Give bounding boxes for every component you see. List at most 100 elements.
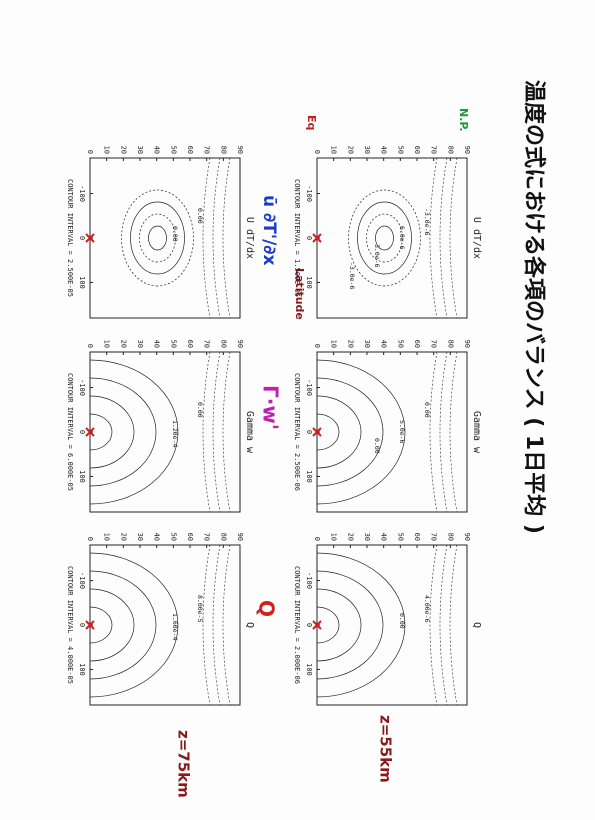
lat-tick-label: 30 [136, 533, 144, 541]
lat-tick-label: 70 [203, 340, 211, 348]
column-label: Q [255, 600, 279, 617]
lon-tick-label: 100 [78, 276, 86, 289]
lat-tick-label: 60 [413, 340, 421, 348]
lat-tick-label: 80 [446, 146, 454, 154]
contour [148, 225, 167, 251]
contour [366, 213, 403, 263]
equator-note: Eq [305, 115, 318, 130]
lat-tick-label: 40 [153, 533, 161, 541]
lon-tick-label: 0 [78, 623, 86, 627]
contour-dashed [429, 351, 438, 513]
lat-tick-label: 30 [136, 146, 144, 154]
lat-tick-label: 30 [363, 146, 371, 154]
equator-mark [312, 233, 322, 243]
lat-tick-label: 40 [380, 340, 388, 348]
lat-tick-label: 90 [463, 533, 471, 541]
lon-tick-label: 100 [78, 470, 86, 483]
contour [89, 413, 113, 451]
lon-tick-label: 0 [305, 236, 313, 240]
contour-label: 0.00 [196, 208, 204, 224]
contour-dashed [222, 544, 231, 706]
contour-label: -3.0e-6 [348, 262, 356, 289]
contour [130, 201, 185, 275]
contour-label: 0.00 [398, 613, 406, 629]
lat-tick-label: 0 [313, 537, 321, 541]
equator-mark [312, 427, 322, 437]
lat-tick-label: 70 [203, 146, 211, 154]
lat-tick-label: 20 [346, 146, 354, 154]
equator-mark [85, 233, 95, 243]
contour-dashed [439, 544, 448, 706]
contour-label: 0.00 [196, 402, 204, 418]
contour-dashed [202, 157, 211, 319]
lat-tick-label: 40 [153, 340, 161, 348]
contour-dashed [202, 544, 211, 706]
contour [316, 570, 384, 680]
contour [316, 377, 384, 487]
contour-dashed [212, 544, 221, 706]
contour-dashed [212, 157, 221, 319]
contour-label: 5.0e-6 [398, 420, 406, 444]
lat-tick-label: 90 [463, 340, 471, 348]
lat-tick-label: 70 [430, 146, 438, 154]
rotated-content: 温度の式における各項のバランス ( 1日平均 ) N.P. Eq Latitud… [66, 80, 547, 798]
contour-dashed [449, 351, 458, 513]
equator-mark [312, 620, 322, 630]
contour-dashed [222, 351, 231, 513]
lat-tick-label: 40 [153, 146, 161, 154]
lat-tick-label: 10 [103, 533, 111, 541]
contour [316, 359, 406, 505]
lat-tick-label: 90 [236, 533, 244, 541]
contour-dashed [212, 351, 221, 513]
equator-mark [85, 427, 95, 437]
panel-title: Gamma w [244, 411, 255, 454]
lon-tick-label: -100 [305, 572, 313, 589]
contour-dashed [439, 351, 448, 513]
contour-label: 3.0e-6 [373, 244, 381, 268]
lat-tick-label: 90 [463, 146, 471, 154]
height-label: z=75km [175, 730, 193, 798]
lat-tick-label: 70 [430, 533, 438, 541]
equator-mark [85, 620, 95, 630]
contour-interval: CONTOUR INTERVAL = 2.500E-05 [66, 179, 74, 297]
lon-tick-label: 0 [305, 430, 313, 434]
north-pole-note: N.P. [457, 108, 470, 132]
lat-tick-label: 10 [103, 340, 111, 348]
lon-tick-label: 0 [78, 430, 86, 434]
lat-tick-label: 80 [446, 340, 454, 348]
contour-label: 6.0e-6 [398, 226, 406, 250]
lat-tick-label: 50 [169, 533, 177, 541]
lon-tick-label: 0 [305, 623, 313, 627]
contour-dashed [202, 351, 211, 513]
lat-tick-label: 0 [86, 344, 94, 348]
lat-tick-label: 10 [103, 146, 111, 154]
contour-dashed [449, 544, 458, 706]
lat-tick-label: 90 [236, 340, 244, 348]
lat-tick-label: 20 [119, 146, 127, 154]
contour-dashed [439, 157, 448, 319]
column-label: Γ·w' [259, 385, 283, 430]
lat-tick-label: 50 [396, 340, 404, 348]
lat-tick-label: 10 [330, 340, 338, 348]
contour [89, 377, 157, 487]
contour-interval: CONTOUR INTERVAL = 2.500E-06 [293, 373, 301, 491]
lat-tick-label: 40 [380, 146, 388, 154]
lat-tick-label: 50 [396, 533, 404, 541]
page-title: 温度の式における各項のバランス ( 1日平均 ) [521, 80, 547, 534]
lon-tick-label: 100 [305, 276, 313, 289]
lat-tick-label: 60 [186, 340, 194, 348]
lat-tick-label: 80 [446, 533, 454, 541]
panel-title: Gamma w [471, 411, 482, 454]
contour [89, 606, 113, 644]
contour-label: 1.20e-4 [171, 420, 179, 447]
lon-tick-label: -100 [305, 379, 313, 396]
lat-tick-label: 0 [313, 150, 321, 154]
lon-tick-label: 100 [78, 663, 86, 676]
contour [89, 552, 179, 698]
lat-tick-label: 20 [346, 533, 354, 541]
contour-dashed [429, 544, 438, 706]
lon-tick-label: 100 [305, 470, 313, 483]
contour-dashed [449, 157, 458, 319]
